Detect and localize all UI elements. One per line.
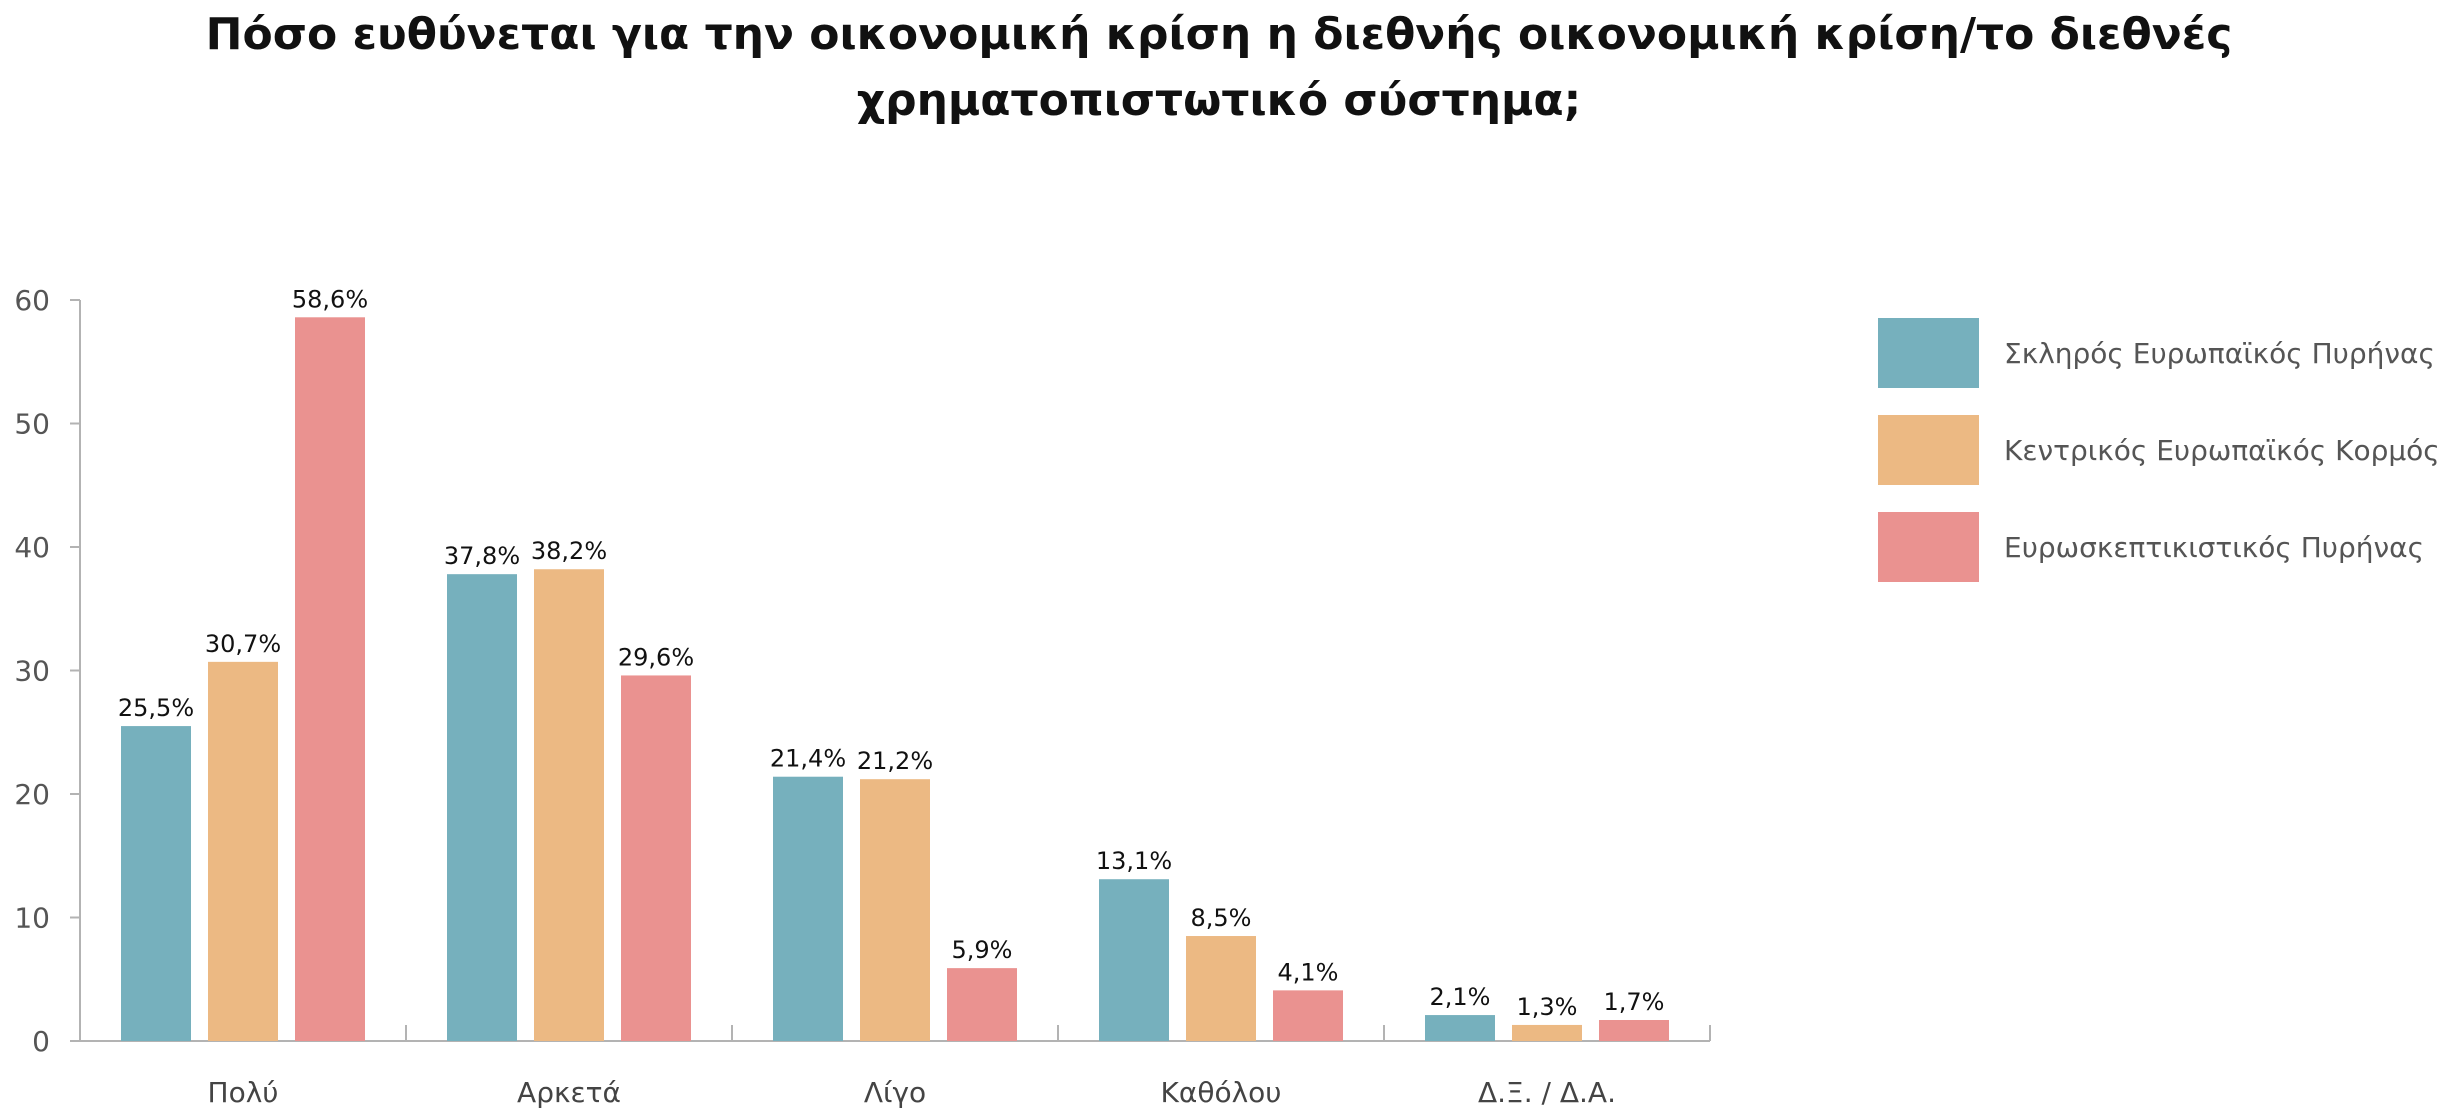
chart-data-labels: 25,5% 30,7% 58,6% 37,8% 38,2% 29,6% 21,4% 21,2%… [118,285,1665,1021]
bar-data-label: 25,5% [118,694,194,722]
legend-label: Κεντρικός Ευρωπαϊκός Κορμός [2004,434,2438,467]
legend-swatch [1878,415,1979,485]
x-category-label: Αρκετά [517,1076,621,1109]
legend-swatch [1878,318,1979,388]
bar [1425,1015,1495,1041]
legend-label: Σκληρός Ευρωπαϊκός Πυρήνας [2004,337,2435,370]
bar-data-label: 13,1% [1096,847,1172,875]
bar-data-label: 38,2% [531,537,607,565]
bar-data-label: 2,1% [1430,983,1491,1011]
y-tick-label: 20 [14,778,50,811]
bar-data-label: 1,3% [1517,993,1578,1021]
y-tick-label: 40 [14,531,50,564]
chart-title: Πόσο ευθύνεται για την οικονομική κρίση … [205,9,2233,126]
bar [1273,990,1343,1041]
y-tick-label: 10 [14,902,50,935]
bar [1599,1020,1669,1041]
y-tick-label: 0 [32,1025,50,1058]
bar-data-label: 5,9% [952,936,1013,964]
x-category-label: Πολύ [208,1076,279,1109]
bar-data-label: 30,7% [205,630,281,658]
bar-data-label: 1,7% [1604,988,1665,1016]
bar [1512,1024,1582,1041]
bar-data-label: 4,1% [1278,958,1339,986]
legend-swatch [1878,512,1979,582]
bar [295,317,365,1041]
bar-data-label: 21,4% [770,745,846,773]
bar [773,776,843,1041]
y-tick-label: 30 [14,655,50,688]
y-tick-label: 60 [14,284,50,317]
bar-data-label: 21,2% [857,747,933,775]
chart-bars [121,317,1669,1041]
legend-label: Ευρωσκεπτικιστικός Πυρήνας [2004,531,2424,564]
bar [121,726,191,1041]
bar-data-label: 29,6% [618,643,694,671]
bar [947,968,1017,1041]
bar [1099,879,1169,1041]
chart-axes: 0 10 20 30 40 50 60 Πολύ Αρκετά Λίγο Καθόλου Δ.Ξ. /… [14,284,1711,1109]
chart-legend: Σκληρός Ευρωπαϊκός Πυρήνας Κεντρικός Ευρω… [1878,318,2438,582]
bar [621,675,691,1041]
bar-data-label: 8,5% [1191,904,1252,932]
y-tick-label: 50 [14,408,50,441]
bar-data-label: 37,8% [444,542,520,570]
bar [1186,936,1256,1041]
x-category-label: Δ.Ξ. / Δ.Α. [1478,1076,1616,1109]
bar [208,661,278,1041]
bar [534,569,604,1041]
x-category-label: Λίγο [864,1076,926,1109]
bar [447,574,517,1041]
x-category-label: Καθόλου [1161,1076,1282,1109]
bar-data-label: 58,6% [292,285,368,313]
bar [860,779,930,1041]
